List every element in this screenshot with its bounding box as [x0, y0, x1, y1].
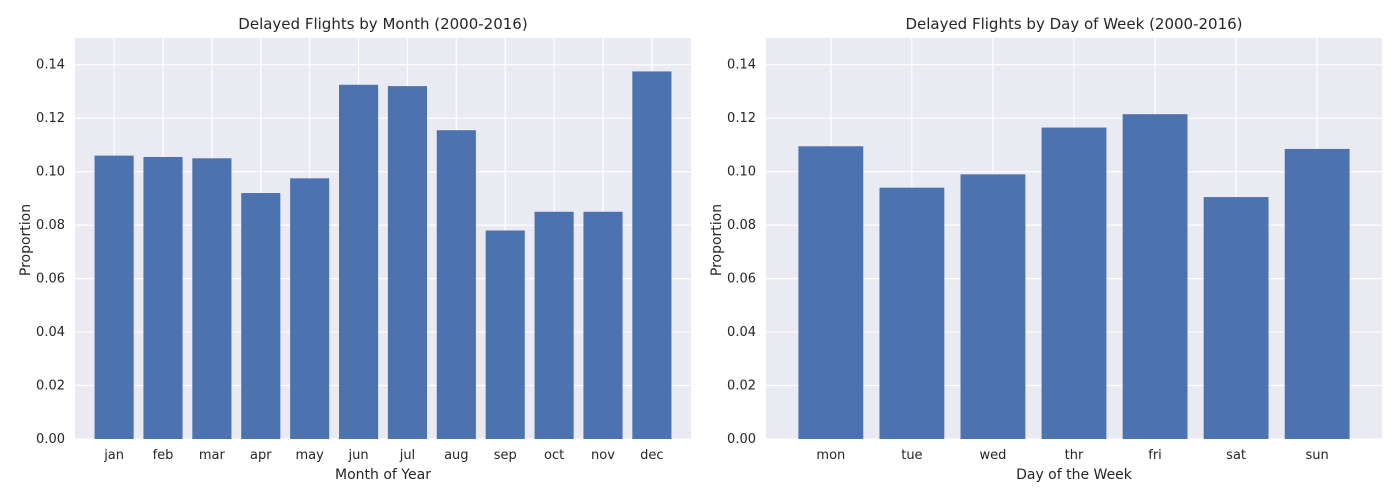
y-tick-label: 0.04 [36, 325, 65, 340]
x-tick-label: feb [153, 448, 174, 463]
bar-dec [632, 71, 672, 440]
y-tick-label: 0.06 [36, 272, 65, 287]
x-tick-label: jul [399, 448, 415, 463]
x-tick-label: dec [640, 448, 663, 463]
x-tick-labels: jan feb mar apr may jun jul aug sep oct nov dec [103, 448, 663, 463]
bar-tue [879, 187, 945, 439]
x-tick-label: sep [494, 448, 517, 463]
y-tick-label: 0.12 [727, 111, 756, 126]
x-tick-label: fri [1148, 448, 1162, 463]
y-tick-label: 0.00 [36, 432, 65, 447]
bar-jun [339, 84, 379, 440]
y-tick-label: 0.14 [36, 58, 65, 73]
bars [798, 114, 1350, 439]
y-tick-label: 0.08 [36, 218, 65, 233]
x-tick-label: mon [816, 448, 845, 463]
y-tick-label: 0.08 [727, 218, 756, 233]
bar-sun [1284, 148, 1350, 439]
x-tick-label: jun [348, 448, 369, 463]
bar-jan [94, 155, 134, 440]
y-tick-label: 0.02 [727, 379, 756, 394]
bars [94, 71, 672, 440]
y-axis-label: Proportion [709, 204, 725, 276]
bar-sep [485, 230, 525, 439]
x-tick-label: mar [199, 448, 226, 463]
x-tick-label: tue [901, 448, 922, 463]
x-tick-label: jan [103, 448, 124, 463]
y-tick-label: 0.12 [36, 111, 65, 126]
x-tick-label: thr [1065, 448, 1084, 463]
bar-jul [387, 86, 427, 440]
x-tick-label: aug [444, 448, 468, 463]
bar-sat [1203, 197, 1269, 439]
bar-wed [960, 174, 1026, 439]
chart-title: Delayed Flights by Day of Week (2000-201… [905, 15, 1242, 33]
y-tick-label: 0.00 [727, 432, 756, 447]
bar-thr [1041, 127, 1107, 439]
y-tick-label: 0.10 [727, 165, 756, 180]
month-chart: 0.00 0.02 0.04 0.06 0.08 0.10 0.12 0.14 jan feb m… [18, 15, 691, 483]
x-tick-label: nov [591, 448, 615, 463]
bar-apr [241, 193, 281, 439]
bar-nov [583, 211, 623, 439]
y-tick-label: 0.02 [36, 379, 65, 394]
bar-aug [436, 130, 476, 440]
x-axis-label: Month of Year [335, 467, 431, 483]
bar-mon [798, 146, 864, 439]
x-tick-label: wed [980, 448, 1007, 463]
y-axis-label: Proportion [18, 204, 34, 276]
chart-title: Delayed Flights by Month (2000-2016) [238, 15, 527, 33]
bar-mar [192, 158, 232, 440]
bar-feb [143, 156, 183, 440]
y-tick-labels: 0.00 0.02 0.04 0.06 0.08 0.10 0.12 0.14 [36, 58, 65, 447]
y-tick-label: 0.10 [36, 165, 65, 180]
y-tick-labels: 0.00 0.02 0.04 0.06 0.08 0.10 0.12 0.14 [727, 58, 756, 447]
bar-oct [534, 211, 574, 439]
bar-may [290, 178, 330, 439]
x-tick-label: sun [1306, 448, 1329, 463]
x-axis-label: Day of the Week [1016, 467, 1133, 483]
bar-fri [1122, 114, 1188, 439]
x-tick-label: sat [1226, 448, 1246, 463]
day-of-week-chart: 0.00 0.02 0.04 0.06 0.08 0.10 0.12 0.14 mon tue w… [709, 15, 1382, 483]
y-tick-label: 0.04 [727, 325, 756, 340]
x-tick-label: may [296, 448, 325, 463]
x-tick-label: oct [544, 448, 564, 463]
y-tick-label: 0.14 [727, 58, 756, 73]
x-tick-label: apr [250, 448, 272, 463]
y-tick-label: 0.06 [727, 272, 756, 287]
x-tick-labels: mon tue wed thr fri sat sun [816, 448, 1328, 463]
